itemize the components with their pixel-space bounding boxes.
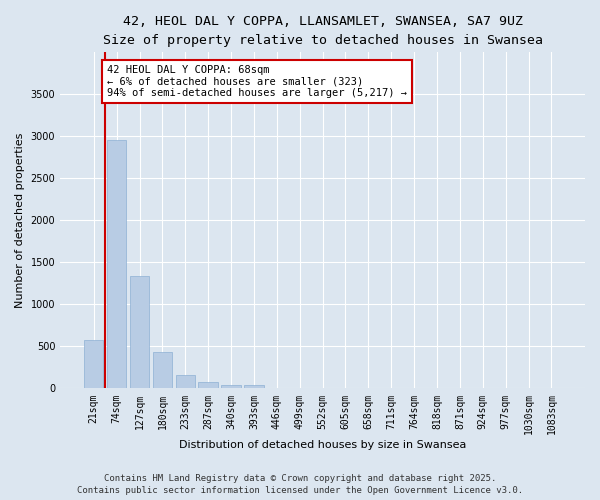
Text: Contains HM Land Registry data © Crown copyright and database right 2025.
Contai: Contains HM Land Registry data © Crown c… <box>77 474 523 495</box>
X-axis label: Distribution of detached houses by size in Swansea: Distribution of detached houses by size … <box>179 440 466 450</box>
Y-axis label: Number of detached properties: Number of detached properties <box>15 132 25 308</box>
Bar <box>221 384 241 388</box>
Bar <box>130 276 149 388</box>
Text: 42 HEOL DAL Y COPPA: 68sqm
← 6% of detached houses are smaller (323)
94% of semi: 42 HEOL DAL Y COPPA: 68sqm ← 6% of detac… <box>107 65 407 98</box>
Bar <box>244 385 263 388</box>
Bar <box>199 382 218 388</box>
Bar <box>107 140 127 388</box>
Bar <box>84 340 103 388</box>
Title: 42, HEOL DAL Y COPPA, LLANSAMLET, SWANSEA, SA7 9UZ
Size of property relative to : 42, HEOL DAL Y COPPA, LLANSAMLET, SWANSE… <box>103 15 542 47</box>
Bar <box>152 352 172 388</box>
Bar <box>176 376 195 388</box>
